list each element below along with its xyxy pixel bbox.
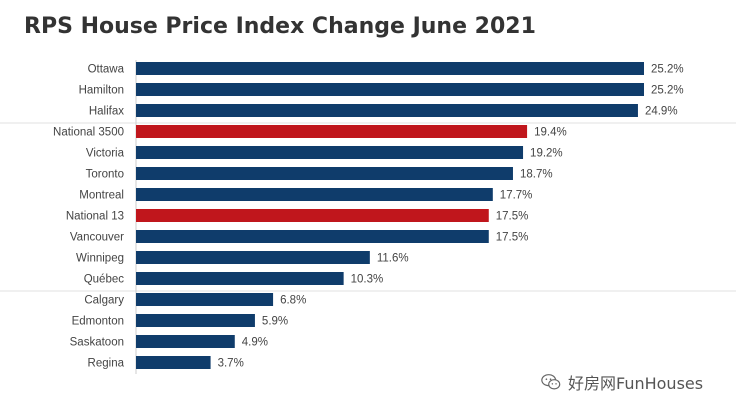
value-label: 24.9% [645,106,678,118]
chart-title: RPS House Price Index Change June 2021 [24,14,536,39]
category-label: National 3500 [53,127,124,139]
category-label: Regina [88,358,125,370]
bar [136,125,528,138]
value-label: 11.6% [377,253,409,265]
bar [136,83,644,96]
value-label: 4.9% [242,337,268,349]
category-label: Saskatoon [70,337,124,349]
value-label: 17.5% [496,232,529,244]
bar [136,209,489,222]
bar [136,230,489,243]
bar [136,188,493,201]
bar [136,251,370,264]
category-label: National 13 [66,211,124,223]
bar [136,146,524,159]
watermark-text: 好房网FunHouses [568,374,704,393]
bar [136,293,274,306]
bar [136,314,255,327]
category-label: Winnipeg [76,253,124,265]
category-label: Ottawa [88,64,125,76]
bar [136,167,513,180]
category-label: Hamilton [79,85,124,97]
category-label: Montreal [79,190,124,202]
value-label: 19.4% [534,127,567,139]
value-label: 3.7% [218,358,244,370]
value-label: 17.5% [496,211,529,223]
value-label: 25.2% [651,85,684,97]
bar [136,272,344,285]
category-label: Vancouver [70,232,124,244]
watermark: 好房网FunHouses [540,370,703,394]
bar [136,335,235,348]
bar [136,356,211,369]
category-label: Halifax [89,106,124,118]
value-label: 6.8% [280,295,306,307]
wechat-icon [541,374,561,390]
category-label: Victoria [86,148,125,160]
category-label: Edmonton [72,316,124,328]
category-label: Calgary [84,295,124,307]
value-label: 25.2% [651,64,684,76]
value-label: 5.9% [262,316,288,328]
value-label: 10.3% [351,274,384,286]
value-label: 17.7% [500,190,533,202]
value-label: 18.7% [520,169,553,181]
bar [136,104,638,117]
bar [136,62,644,75]
value-label: 19.2% [530,148,563,160]
category-label: Toronto [86,169,124,181]
category-label: Québec [84,274,125,286]
